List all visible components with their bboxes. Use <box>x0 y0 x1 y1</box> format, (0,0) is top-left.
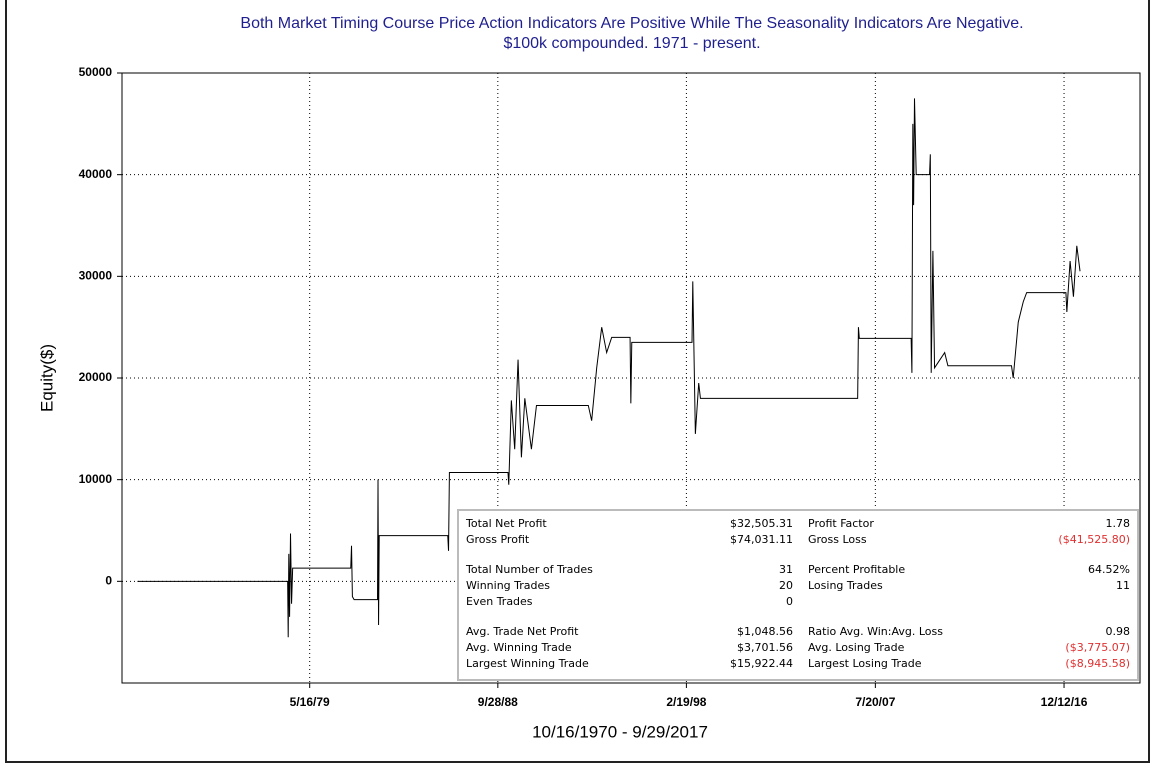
stat-value: $1,048.56 <box>737 625 793 638</box>
stat-value: ($41,525.80) <box>1058 533 1130 546</box>
stat-value: 20 <box>779 579 793 592</box>
stat-label: Largest Winning Trade <box>466 657 589 670</box>
x-tick-label: 7/20/07 <box>855 695 895 709</box>
y-tick-label: 30000 <box>79 269 113 283</box>
stat-label: Total Number of Trades <box>465 563 593 576</box>
stat-label: Gross Loss <box>808 533 867 546</box>
stats-box <box>457 509 1139 681</box>
x-tick-label: 5/16/79 <box>290 695 330 709</box>
x-tick-label: 12/12/16 <box>1041 695 1088 709</box>
stat-value: 0.98 <box>1106 625 1131 638</box>
stat-label: Winning Trades <box>466 579 550 592</box>
stat-label: Avg. Winning Trade <box>466 641 572 654</box>
stat-value: 64.52% <box>1088 563 1130 576</box>
y-tick-label: 20000 <box>79 370 113 384</box>
stat-label: Avg. Losing Trade <box>808 641 905 654</box>
stat-label: Profit Factor <box>808 517 874 530</box>
x-tick-label: 2/19/98 <box>666 695 706 709</box>
x-axis-label: 10/16/1970 - 9/29/2017 <box>532 722 708 741</box>
y-tick-label: 50000 <box>79 65 113 79</box>
equity-line <box>137 98 1081 638</box>
chart-subtitle: $100k compounded. 1971 - present. <box>503 35 760 52</box>
stat-value: ($3,775.07) <box>1065 641 1130 654</box>
y-axis-label: Equity($) <box>37 344 56 412</box>
stat-value: 31 <box>779 563 793 576</box>
stat-label: Losing Trades <box>808 579 883 592</box>
stat-value: 11 <box>1116 579 1130 592</box>
stat-value: 0 <box>786 595 793 608</box>
chart-title: Both Market Timing Course Price Action I… <box>240 15 1023 32</box>
stat-label: Ratio Avg. Win:Avg. Loss <box>808 625 943 638</box>
stat-label: Largest Losing Trade <box>808 657 922 670</box>
stat-value: ($8,945.58) <box>1065 657 1130 670</box>
y-tick-label: 40000 <box>79 167 113 181</box>
stat-label: Even Trades <box>466 595 533 608</box>
frame <box>5 0 1150 763</box>
stat-label: Avg. Trade Net Profit <box>466 625 579 638</box>
x-tick-label: 9/28/88 <box>478 695 518 709</box>
stat-value: $15,922.44 <box>730 657 793 670</box>
stat-label: Gross Profit <box>466 533 530 546</box>
stat-value: 1.78 <box>1106 517 1131 530</box>
stat-value: $3,701.56 <box>737 641 793 654</box>
stat-label: Total Net Profit <box>465 517 547 530</box>
y-tick-label: 10000 <box>79 472 113 486</box>
stat-value: $32,505.31 <box>730 517 793 530</box>
stat-label: Percent Profitable <box>808 563 905 576</box>
y-tick-label: 0 <box>105 574 112 588</box>
stat-value: $74,031.11 <box>730 533 793 546</box>
